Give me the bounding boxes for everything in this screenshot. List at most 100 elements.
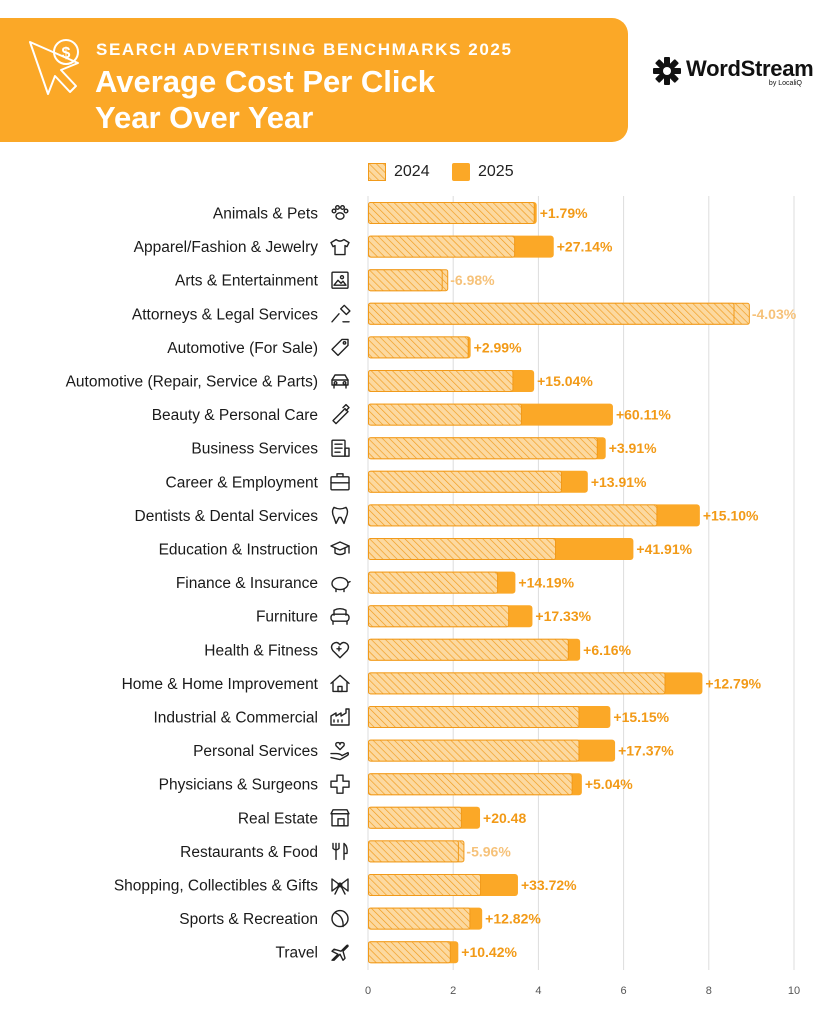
- bar-group: +41.91%: [368, 538, 693, 560]
- brand-subtitle: by LocaliQ: [768, 80, 802, 87]
- bar-2024: [368, 336, 469, 359]
- category-icons: [330, 204, 351, 961]
- legend-label-2024: 2024: [394, 163, 430, 180]
- title-line-2: Year Over Year: [95, 100, 314, 135]
- bar-group: -6.98%: [368, 269, 495, 292]
- brand-name: WordStream: [686, 56, 814, 81]
- bar-2024: [368, 470, 562, 493]
- bar-2025: [368, 840, 459, 863]
- change-label: +12.82%: [485, 911, 541, 927]
- change-label: +13.91%: [591, 474, 647, 490]
- category-label: Business Services: [191, 441, 318, 458]
- bar-2024: [368, 504, 658, 527]
- category-label: Attorneys & Legal Services: [132, 306, 318, 323]
- x-tick-label: 6: [621, 985, 627, 997]
- bar-2024: [368, 437, 598, 460]
- bar-2024: [368, 370, 514, 392]
- bar-group: +27.14%: [368, 235, 613, 258]
- cursor-dollar-icon: $: [29, 39, 79, 95]
- bar-2024: [368, 605, 510, 628]
- category-label: Restaurants & Food: [180, 844, 318, 861]
- x-tick-label: 2: [450, 985, 456, 997]
- title-line-1: Average Cost Per Click: [95, 64, 436, 99]
- category-label: Dentists & Dental Services: [135, 508, 319, 525]
- factory-icon: [330, 708, 350, 726]
- bar-group: +3.91%: [368, 437, 657, 460]
- gift-bow-icon: [331, 878, 349, 895]
- bar-2025: [368, 302, 735, 325]
- house-icon: [330, 674, 350, 693]
- briefcase-icon: [330, 473, 350, 491]
- bar-group: +12.82%: [368, 907, 541, 930]
- bar-group: +15.10%: [368, 504, 759, 527]
- category-label: Furniture: [256, 609, 318, 626]
- x-tick-label: 8: [706, 985, 712, 997]
- bar-2024: [368, 773, 573, 796]
- bar-2024: [368, 907, 471, 930]
- bar-group: +10.42%: [368, 941, 518, 964]
- change-label: +60.11%: [616, 407, 671, 423]
- category-label: Real Estate: [238, 810, 318, 827]
- change-label: -6.98%: [450, 272, 495, 288]
- bar-group: +60.11%: [368, 403, 671, 426]
- bar-group: +33.72%: [368, 874, 577, 896]
- category-label: Animals & Pets: [213, 206, 318, 223]
- change-label: +6.16%: [583, 642, 631, 658]
- category-label: Finance & Insurance: [176, 575, 318, 592]
- picture-icon: [331, 271, 349, 289]
- bar-2024: [368, 403, 522, 426]
- bar-2024: [368, 874, 482, 896]
- category-label: Career & Employment: [166, 474, 319, 491]
- change-label: +2.99%: [474, 339, 522, 355]
- medical-cross-icon: [330, 774, 350, 794]
- bar-group: +14.19%: [368, 571, 575, 594]
- category-label: Sports & Recreation: [179, 911, 318, 928]
- bar-group: +12.79%: [368, 672, 762, 695]
- legend-label-2025: 2025: [478, 163, 514, 180]
- document-icon: [331, 439, 350, 457]
- car-icon: [331, 374, 349, 389]
- bar-2024: [368, 638, 569, 661]
- wordstream-logo-icon: [653, 57, 681, 85]
- bar-group: +2.99%: [368, 336, 522, 359]
- storefront-icon: [330, 809, 350, 827]
- armchair-icon: [330, 608, 350, 625]
- bar-group: -4.03%: [368, 302, 797, 325]
- bar-group: +6.16%: [368, 638, 632, 661]
- bar-group: +15.15%: [368, 706, 670, 728]
- category-label: Travel: [276, 945, 319, 962]
- x-tick-label: 4: [535, 985, 541, 997]
- change-label: +1.79%: [540, 205, 588, 221]
- legend-swatch-2024: [368, 163, 386, 181]
- fork-knife-icon: [332, 842, 348, 861]
- category-label: Education & Instruction: [159, 542, 318, 559]
- change-label: +5.04%: [585, 776, 633, 792]
- x-axis-ticks: 0 2 4 6 8 10: [365, 985, 800, 997]
- price-tag-icon: [331, 338, 349, 357]
- category-label: Shopping, Collectibles & Gifts: [114, 878, 318, 895]
- header-banner: $ SEARCH ADVERTISING BENCHMARKS 2025 Ave…: [0, 18, 628, 142]
- ball-icon: [331, 909, 349, 928]
- change-label: -5.96%: [466, 843, 511, 859]
- bar-2024: [368, 571, 499, 594]
- bar-group: +17.37%: [368, 739, 674, 762]
- bar-2024: [368, 672, 666, 695]
- legend-swatch-2025: [452, 163, 470, 181]
- category-label: Personal Services: [193, 743, 318, 760]
- change-label: +15.15%: [613, 709, 669, 725]
- bar-group: +20.48: [368, 806, 526, 829]
- bar-group: +1.79%: [368, 202, 588, 224]
- svg-text:$: $: [62, 45, 71, 62]
- comb-icon: [332, 403, 350, 425]
- bar-2024: [368, 202, 535, 224]
- bar-group: -5.96%: [368, 840, 511, 863]
- change-label: +20.48: [483, 810, 526, 826]
- x-tick-label: 10: [788, 985, 800, 997]
- change-label: +12.79%: [705, 675, 761, 691]
- bar-2024: [368, 538, 557, 560]
- change-label: +15.04%: [537, 373, 593, 389]
- x-tick-label: 0: [365, 985, 371, 997]
- bar-2025: [368, 269, 443, 292]
- change-label: +14.19%: [518, 575, 574, 591]
- change-label: +27.14%: [557, 239, 613, 255]
